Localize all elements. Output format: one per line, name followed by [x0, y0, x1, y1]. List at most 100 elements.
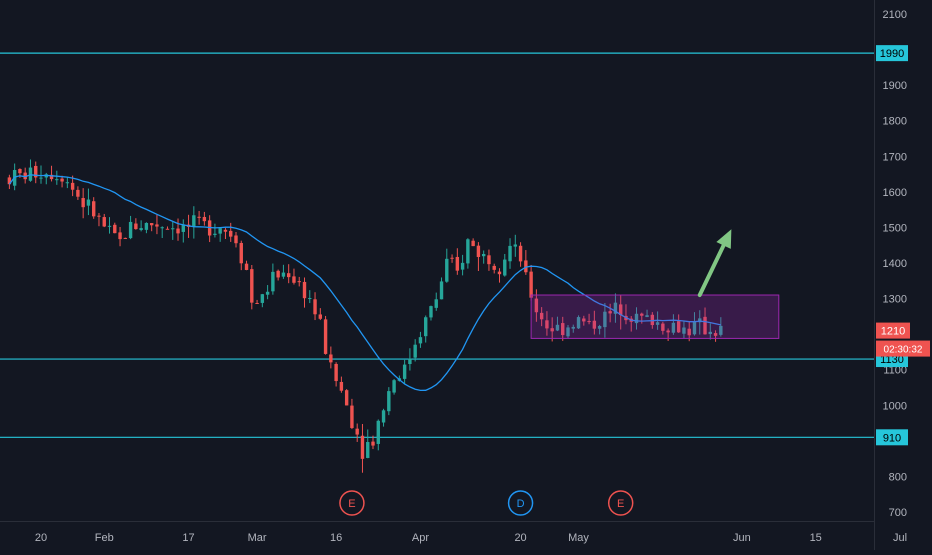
candle-body	[81, 198, 85, 208]
y-tick-label: 700	[889, 507, 907, 519]
candle-body	[713, 333, 718, 336]
candle-body	[160, 227, 164, 229]
last-price-label: 1210	[881, 326, 905, 338]
candle-body	[555, 324, 560, 331]
candle-body	[676, 321, 681, 333]
candle-body	[7, 177, 12, 185]
consolidation-box	[530, 294, 780, 339]
candle-body	[592, 320, 597, 329]
candle-body	[450, 257, 454, 259]
candle-body	[292, 276, 296, 283]
candle-body	[671, 322, 676, 333]
price-axis-badges: 1990 1130 910 1210 02:30:32	[876, 45, 930, 446]
candle-body	[128, 221, 133, 239]
candle-body	[534, 298, 539, 313]
y-tick-label: 1000	[883, 400, 907, 412]
x-tick-label: Mar	[248, 532, 267, 544]
candle-body	[408, 358, 412, 364]
time-axis[interactable]: 20 Feb 17 Mar 16 Apr 20 May Jun 15 Jul	[35, 532, 907, 544]
candle-body	[634, 313, 639, 324]
candle-body	[144, 222, 149, 230]
candle-body	[597, 326, 602, 329]
candle-body	[218, 228, 222, 234]
candle-body	[23, 172, 27, 180]
candle-body	[503, 259, 507, 276]
candle-body	[392, 380, 396, 393]
candle-body	[424, 317, 428, 337]
candle-body	[550, 328, 554, 332]
candle-body	[297, 281, 301, 283]
candle-body	[155, 224, 159, 227]
candle-body	[18, 169, 22, 174]
candle-body	[418, 337, 423, 344]
projection-arrow-head	[716, 229, 732, 249]
candle-body	[666, 330, 670, 333]
candle-body	[55, 179, 59, 181]
horizontal-levels	[0, 52, 874, 438]
candle-body	[313, 299, 317, 315]
candle-body	[687, 328, 691, 336]
candle-body	[381, 410, 386, 423]
candle-body	[413, 344, 417, 358]
candle-body	[698, 318, 702, 323]
event-marker-label: E	[348, 498, 355, 510]
candle-body	[60, 178, 64, 182]
candle-body	[376, 420, 380, 444]
level-price-badge	[876, 45, 908, 62]
x-tick-label: 20	[514, 532, 526, 544]
x-tick-label: 20	[35, 532, 47, 544]
candle-body	[719, 325, 723, 335]
candle-body	[692, 321, 697, 335]
candle-body	[640, 313, 644, 316]
candle-body	[134, 223, 138, 230]
candle-body	[655, 322, 660, 325]
candle-body	[239, 242, 243, 264]
y-tick-label: 2100	[883, 9, 907, 21]
level-price-label: 1990	[880, 48, 904, 60]
event-marker-label: D	[517, 498, 525, 510]
x-tick-label: 16	[330, 532, 342, 544]
candle-body	[202, 216, 207, 222]
candle-body	[471, 240, 475, 247]
level-price-label: 910	[883, 432, 901, 444]
candle-body	[181, 224, 185, 232]
y-tick-label: 1400	[883, 258, 907, 270]
candle-body	[229, 230, 233, 237]
candle-body	[223, 229, 228, 232]
candle-body	[371, 441, 375, 446]
candle-body	[260, 294, 265, 303]
y-tick-label: 1600	[883, 187, 907, 199]
candle-body	[123, 237, 128, 239]
candle-body	[107, 225, 112, 227]
candle-body	[613, 302, 618, 314]
candle-body	[323, 319, 328, 354]
candle-body	[487, 255, 491, 265]
candle-body	[197, 216, 201, 218]
x-tick-label: 15	[810, 532, 822, 544]
candle-body	[481, 254, 486, 257]
candle-body	[561, 323, 565, 336]
candle-body	[171, 228, 175, 230]
candle-body	[213, 233, 217, 235]
candle-body	[271, 271, 275, 292]
event-marker-label: E	[617, 498, 624, 510]
candle-body	[286, 273, 291, 278]
candle-body	[366, 442, 370, 458]
candle-body	[529, 271, 533, 298]
candle-body	[70, 182, 75, 190]
x-tick-label: Jul	[893, 532, 907, 544]
candle-body	[350, 405, 354, 428]
candle-body	[439, 281, 444, 300]
y-tick-label: 1800	[883, 116, 907, 128]
level-price-label: 1130	[880, 354, 904, 366]
x-tick-label: May	[568, 532, 589, 544]
candle-body	[703, 316, 707, 335]
candle-body	[539, 312, 544, 320]
candle-body	[65, 182, 70, 184]
candle-body	[255, 302, 259, 304]
candle-body	[645, 315, 649, 318]
y-tick-label: 1900	[883, 80, 907, 92]
